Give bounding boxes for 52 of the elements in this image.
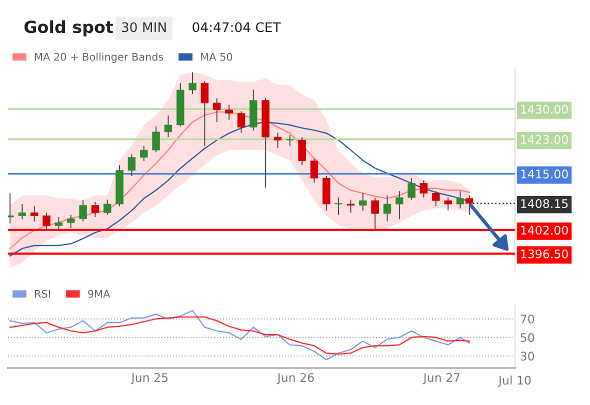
candlestick: [164, 115, 172, 138]
y-tick-label: 1430.00: [521, 104, 568, 114]
candlestick: [54, 216, 63, 230]
candlestick: [188, 72, 196, 94]
y-tick-label: 1408.15: [521, 199, 568, 208]
text: 04:47:04 CET: [192, 22, 281, 32]
candlestick: [298, 136, 306, 166]
y-tick-label: 1415.00: [521, 170, 568, 178]
candlestick: [456, 190, 464, 209]
y-tick-label: 30: [520, 352, 534, 361]
candlestick: [213, 98, 221, 122]
candlestick: [67, 214, 75, 228]
y-tick-label: 1402.00: [521, 226, 568, 235]
candlestick: [91, 201, 100, 218]
x-tick-label: Jun 25: [130, 373, 168, 384]
x-tick-label: Jun 27: [422, 373, 460, 384]
candlestick: [444, 197, 452, 212]
candlestick: [42, 212, 50, 230]
y-tick-label: 70: [520, 314, 534, 324]
y-tick-label: 1423.00: [521, 134, 568, 144]
legend-label: MA 50: [201, 52, 232, 61]
candlestick: [274, 132, 282, 148]
candlestick: [30, 206, 38, 222]
candlestick: [79, 199, 87, 222]
candlestick: [371, 197, 379, 230]
candlestick: [18, 204, 26, 220]
candlestick: [104, 199, 112, 216]
candlestick: [152, 126, 160, 153]
candlestick: [383, 194, 392, 222]
candlestick: [237, 110, 246, 134]
y-tick-label: 1396.50: [521, 249, 568, 258]
candlestick: [432, 190, 440, 207]
text: Jul 10: [498, 376, 531, 387]
candlestick: [128, 154, 136, 176]
y-tick-label: 50: [520, 333, 534, 342]
candlestick: [334, 197, 342, 216]
legend-label: MA 20 + Bollinger Bands: [35, 52, 164, 63]
candlestick: [359, 192, 367, 212]
candlestick: [408, 178, 416, 200]
x-tick-label: Jun 26: [276, 373, 314, 384]
chart-subtitle: 30 MIN: [122, 22, 166, 32]
candlestick: [140, 145, 148, 162]
candlestick: [200, 80, 209, 146]
candlestick: [396, 190, 404, 220]
legend-label: 9MA: [88, 290, 110, 298]
legend-label: RSI: [35, 290, 50, 298]
candlestick: [310, 158, 318, 183]
candlestick: [225, 104, 233, 120]
candlestick: [420, 180, 428, 198]
candlestick: [286, 134, 294, 146]
chart-title: Gold spot: [24, 20, 114, 36]
candlestick: [346, 199, 355, 214]
